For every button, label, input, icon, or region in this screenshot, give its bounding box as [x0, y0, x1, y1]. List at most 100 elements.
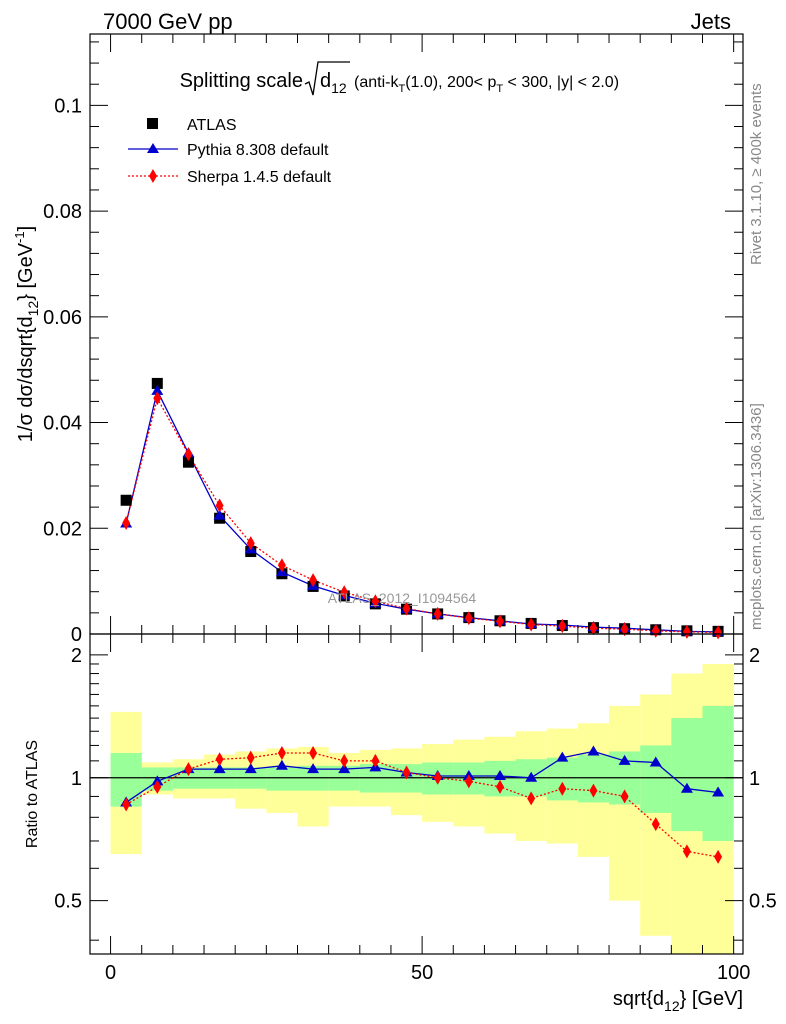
- main-sherpa-point: [558, 619, 567, 634]
- x-axis-label: sqrt{d12} [GeV]: [613, 988, 743, 1014]
- ratio-sherpa-point: [558, 781, 567, 796]
- ratio-sherpa-point: [651, 817, 660, 832]
- ratio-sherpa-point: [246, 750, 255, 765]
- main-sherpa-point: [215, 498, 224, 513]
- main-y-tick-label: 0.1: [54, 95, 82, 117]
- ratio-pythia-point: [338, 763, 351, 774]
- main-sherpa-point: [122, 515, 131, 530]
- main-sherpa-point: [682, 624, 691, 639]
- sqrt-sub: 12: [331, 80, 347, 96]
- main-sherpa-point: [464, 611, 473, 626]
- ratio-pythia-line: [125, 750, 719, 803]
- legend-pythia-label: Pythia 8.308 default: [187, 142, 329, 159]
- main-sherpa-point: [714, 625, 723, 640]
- ratio-total-uncertainty-band: [640, 694, 672, 936]
- ratio-sherpa-point: [153, 779, 162, 794]
- legend-pythia-marker: [147, 143, 159, 153]
- ratio-y-axis-label: Ratio to ATLAS: [24, 740, 41, 848]
- title-details-post: < 300, |y| < 2.0): [503, 74, 619, 91]
- main-sherpa-point: [153, 391, 162, 406]
- mcplots-label: mcplots.cern.ch [arXiv:1306.3436]: [748, 403, 765, 630]
- ratio-pythia-point: [618, 754, 631, 765]
- main-sherpa-point: [495, 614, 504, 629]
- ratio-y-tick-label-right: 0.5: [749, 891, 777, 913]
- ratio-sherpa-point: [340, 753, 349, 768]
- main-sherpa-point: [527, 617, 536, 632]
- title-details-mid: (1.0), 200< p: [405, 74, 496, 91]
- ratio-plot-frame: [89, 633, 744, 955]
- x-label-pre: sqrt{d: [613, 988, 664, 1010]
- legend-atlas-label: ATLAS: [187, 117, 237, 134]
- ratio-y-tick-label: 1: [71, 768, 82, 790]
- ratio-pythia-point: [556, 751, 569, 762]
- legend-atlas-marker: [147, 118, 158, 129]
- plot-title-main: Splitting scale: [180, 70, 303, 92]
- main-sherpa-point: [309, 573, 318, 588]
- ratio-pythia-point: [493, 769, 506, 780]
- ratio-sherpa-point: [464, 774, 473, 789]
- title-details-sub1: T: [398, 83, 405, 95]
- title-details-pre: (anti-k: [354, 74, 399, 91]
- ratio-pythia-point: [244, 763, 257, 774]
- main-sherpa-point: [340, 585, 349, 600]
- main-y-label-post: ]: [15, 226, 37, 232]
- ratio-pythia-point: [587, 745, 600, 756]
- main-y-label-sup: -1: [12, 231, 27, 243]
- main-sherpa-point: [246, 536, 255, 551]
- main-atlas-point: [182, 456, 194, 468]
- main-sherpa-point: [589, 621, 598, 636]
- ratio-sherpa-point: [495, 779, 504, 794]
- ratio-sherpa-point: [433, 770, 442, 785]
- ratio-pythia-point: [213, 763, 226, 774]
- ratio-sherpa-line: [125, 752, 719, 858]
- legend-sherpa-label: Sherpa 1.4.5 default: [187, 169, 332, 186]
- sqrt-arg: d: [320, 70, 331, 92]
- ratio-sherpa-point: [122, 797, 131, 812]
- x-tick-label: 50: [411, 962, 433, 984]
- ratio-pythia-point: [525, 771, 538, 782]
- plot-title: Splitting scale d12 (anti-kT(1.0), 200< …: [180, 61, 619, 96]
- svg-text:d12: d12: [320, 70, 347, 96]
- ratio-sherpa-point: [682, 844, 691, 859]
- main-atlas-point: [151, 377, 163, 389]
- main-y-tick-label: 0: [71, 624, 82, 646]
- main-y-tick-label: 0.04: [43, 413, 82, 435]
- ratio-sherpa-point: [589, 783, 598, 798]
- ratio-sherpa-point: [714, 849, 723, 864]
- main-y-axis-label: 1/σ dσ/dsqrt{d12} [GeV-1]: [12, 226, 41, 442]
- ratio-sherpa-point: [527, 791, 536, 806]
- ratio-stat-uncertainty-band: [266, 767, 298, 791]
- main-pythia-point: [151, 384, 164, 395]
- main-sherpa-line: [125, 396, 719, 634]
- ratio-pythia-point: [712, 786, 725, 797]
- main-plot-data: 0 0.02 0.04 0.06 0.08 0.1: [43, 33, 744, 646]
- ratio-stat-uncertainty-band: [671, 718, 703, 832]
- ratio-y-tick-label: 2: [71, 645, 82, 667]
- legend-sherpa-marker: [149, 169, 157, 183]
- x-label-post: } [GeV]: [680, 988, 743, 1010]
- x-label-sub: 12: [664, 998, 680, 1014]
- main-y-label-sub: 12: [25, 301, 41, 317]
- ratio-sherpa-point: [371, 753, 380, 768]
- svg-text:(anti-kT(1.0), 200< pT < 300,: (anti-kT(1.0), 200< pT < 300, |y| < 2.0): [354, 74, 619, 95]
- analysis-watermark: ATLAS_2012_I1094564: [328, 590, 477, 606]
- ratio-pythia-point: [680, 782, 693, 793]
- main-sherpa-point: [371, 594, 380, 609]
- ratio-sherpa-point: [215, 752, 224, 767]
- main-sherpa-point: [433, 606, 442, 621]
- rivet-label: Rivet 3.1.10, ≥ 400k events: [748, 83, 765, 265]
- ratio-y-tick-label-right: 2: [749, 645, 760, 667]
- ratio-y-tick-label: 0.5: [54, 891, 82, 913]
- main-sherpa-point: [620, 622, 629, 637]
- main-y-tick-label: 0.08: [43, 201, 82, 223]
- ratio-sherpa-point: [184, 762, 193, 777]
- sqrt-symbol: [304, 61, 350, 96]
- main-sherpa-point: [402, 601, 411, 616]
- ratio-stat-uncertainty-band: [640, 745, 672, 813]
- header-left: 7000 GeV pp: [103, 9, 233, 34]
- legend: ATLAS Pythia 8.308 default Sherpa 1.4.5 …: [128, 117, 332, 186]
- main-plot-panel: 00.020.040.060.080.1 Splitting scale d12…: [12, 33, 744, 646]
- ratio-sherpa-point: [277, 745, 286, 760]
- x-tick-label: 100: [717, 962, 750, 984]
